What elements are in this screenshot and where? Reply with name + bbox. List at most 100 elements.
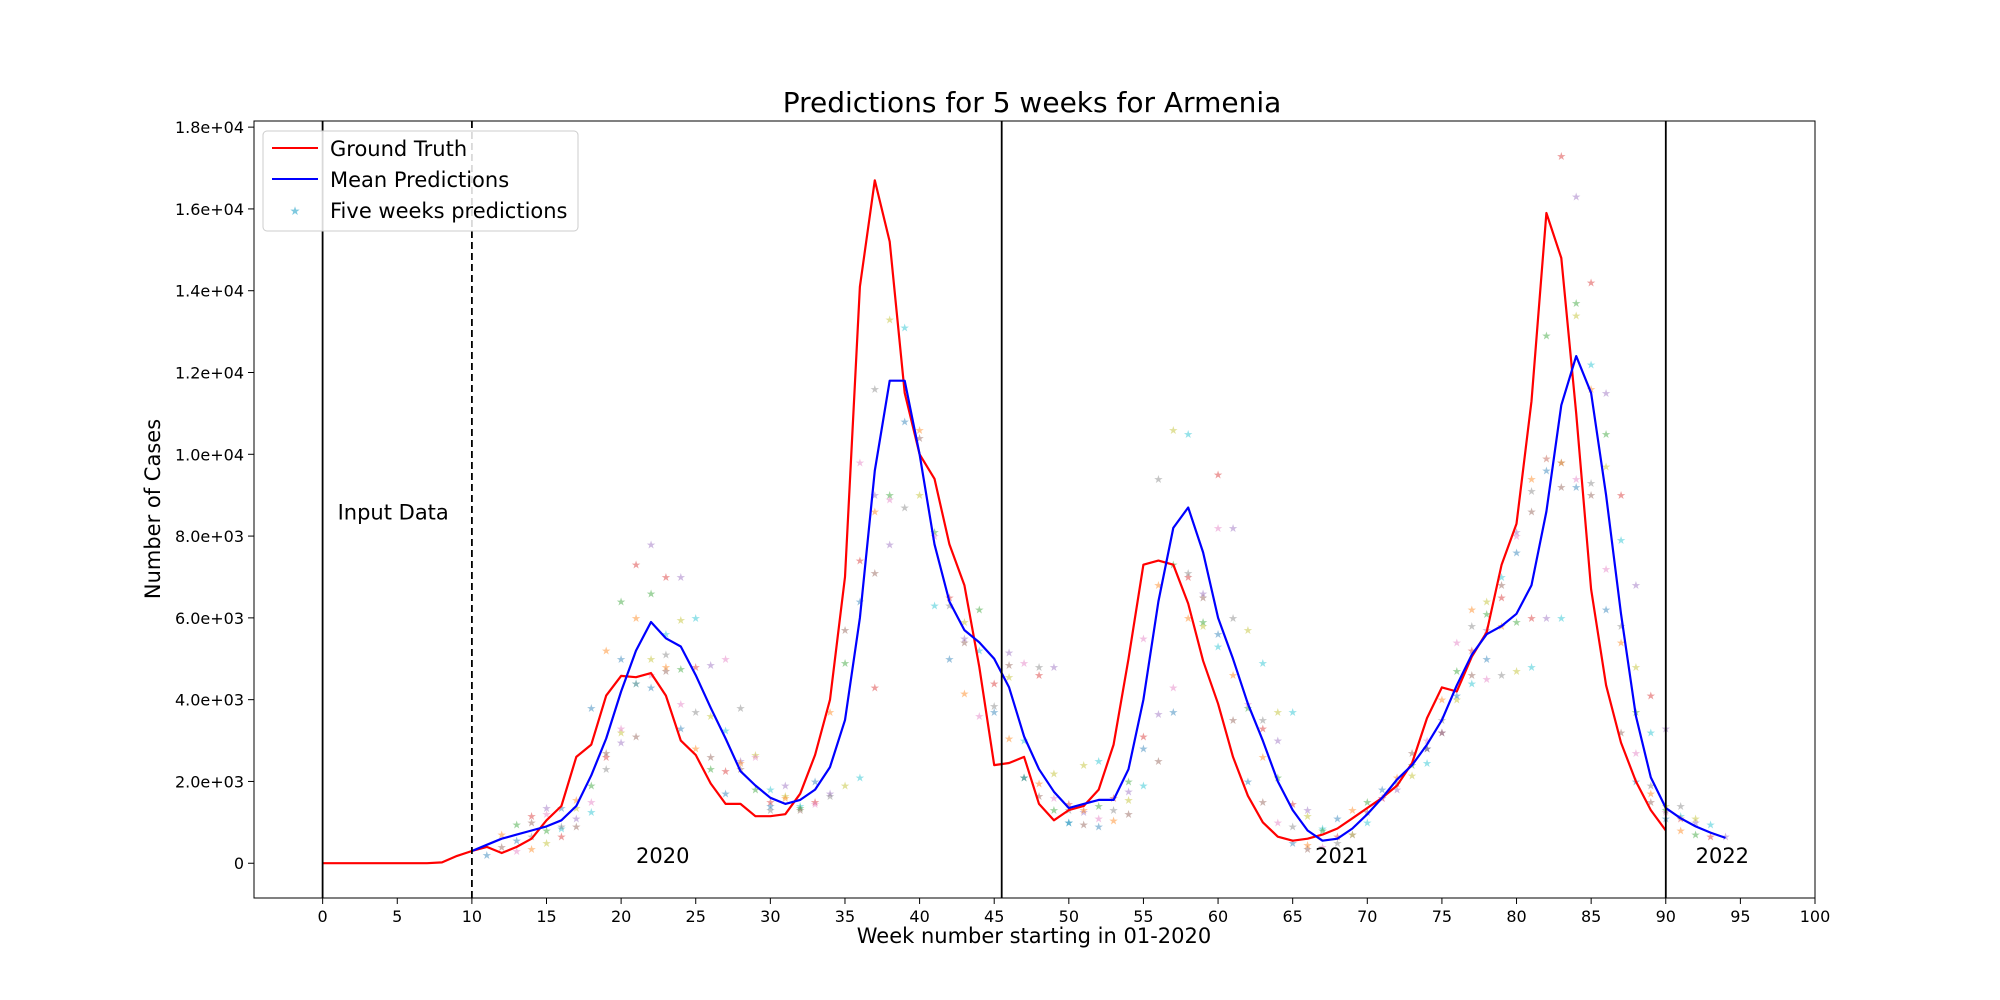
x-tick-label-30: 30 <box>760 907 780 926</box>
prediction-point-82: ★ <box>795 802 805 815</box>
prediction-point-103: ★ <box>870 681 880 694</box>
prediction-point-114: ★ <box>959 632 969 645</box>
prediction-point-99: ★ <box>900 322 910 335</box>
prediction-point-175: ★ <box>1153 755 1163 768</box>
prediction-point-146: ★ <box>1049 792 1059 805</box>
mean-predictions-line <box>471 355 1726 853</box>
prediction-point-245: ★ <box>1437 726 1447 739</box>
legend-box <box>262 130 579 232</box>
y-tick-label-10000: 1.0e+04 <box>175 445 244 464</box>
x-tick-label-55: 55 <box>1133 907 1153 926</box>
prediction-point-249: ★ <box>1497 571 1507 584</box>
prediction-point-206: ★ <box>1273 816 1283 829</box>
prediction-point-98: ★ <box>885 313 895 326</box>
prediction-point-37: ★ <box>631 677 641 690</box>
prediction-point-161: ★ <box>1109 814 1119 827</box>
prediction-point-84: ★ <box>825 788 835 801</box>
prediction-point-26: ★ <box>586 796 596 809</box>
prediction-point-135: ★ <box>1004 659 1014 672</box>
prediction-point-239: ★ <box>1467 677 1477 690</box>
prediction-point-46: ★ <box>646 669 656 682</box>
x-tick-label-15: 15 <box>536 907 556 926</box>
prediction-point-10: ★ <box>512 835 522 848</box>
prediction-point-45: ★ <box>631 731 641 744</box>
prediction-point-194: ★ <box>1273 735 1283 748</box>
prediction-point-167: ★ <box>1153 473 1163 486</box>
prediction-point-170: ★ <box>1138 743 1148 756</box>
prediction-point-264: ★ <box>1541 612 1551 625</box>
prediction-point-297: ★ <box>1616 620 1626 633</box>
prediction-point-277: ★ <box>1556 457 1566 470</box>
prediction-point-287: ★ <box>1586 477 1596 490</box>
prediction-point-139: ★ <box>1064 816 1074 829</box>
prediction-point-28: ★ <box>616 726 626 739</box>
prediction-point-68: ★ <box>750 749 760 762</box>
prediction-point-79: ★ <box>795 800 805 813</box>
y-tick-label-18000: 1.8e+04 <box>175 118 244 137</box>
prediction-point-159: ★ <box>1138 780 1148 793</box>
prediction-point-143: ★ <box>1064 798 1074 811</box>
prediction-point-132: ★ <box>1019 771 1029 784</box>
prediction-point-177: ★ <box>1183 567 1193 580</box>
prediction-point-162: ★ <box>1124 775 1134 788</box>
prediction-point-248: ★ <box>1482 596 1492 609</box>
prediction-point-91: ★ <box>825 706 835 719</box>
prediction-point-210: ★ <box>1288 837 1298 850</box>
prediction-point-190: ★ <box>1213 628 1223 641</box>
prediction-point-305: ★ <box>1616 726 1626 739</box>
prediction-point-315: ★ <box>1646 796 1656 809</box>
prediction-point-90: ★ <box>810 775 820 788</box>
prediction-point-283: ★ <box>1586 277 1596 290</box>
prediction-point-293: ★ <box>1616 489 1626 502</box>
prediction-point-294: ★ <box>1631 579 1641 592</box>
prediction-point-73: ★ <box>765 796 775 809</box>
prediction-point-173: ★ <box>1183 571 1193 584</box>
prediction-point-195: ★ <box>1228 714 1238 727</box>
prediction-point-254: ★ <box>1512 526 1522 539</box>
prediction-point-224: ★ <box>1392 784 1402 797</box>
prediction-point-118: ★ <box>959 616 969 629</box>
prediction-point-292: ★ <box>1601 428 1611 441</box>
prediction-point-209: ★ <box>1318 823 1328 836</box>
prediction-point-295: ★ <box>1586 489 1596 502</box>
y-tick-label-8000: 8.0e+03 <box>175 527 244 546</box>
legend-mean-predictions-label: Mean Predictions <box>330 168 509 192</box>
prediction-point-306: ★ <box>1631 747 1641 760</box>
prediction-point-198: ★ <box>1273 706 1283 719</box>
prediction-point-262: ★ <box>1512 616 1522 629</box>
prediction-point-17: ★ <box>556 820 566 833</box>
prediction-point-109: ★ <box>930 600 940 613</box>
prediction-point-124: ★ <box>1004 647 1014 660</box>
prediction-point-286: ★ <box>1571 473 1581 486</box>
prediction-point-269: ★ <box>1556 612 1566 625</box>
prediction-point-213: ★ <box>1332 831 1342 844</box>
prediction-point-278: ★ <box>1571 309 1581 322</box>
prediction-point-107: ★ <box>900 502 910 515</box>
annotation-2: 2021 <box>1315 844 1368 868</box>
prediction-point-24: ★ <box>616 737 626 750</box>
prediction-point-321: ★ <box>1676 825 1686 838</box>
prediction-point-188: ★ <box>1243 624 1253 637</box>
prediction-point-2: ★ <box>512 818 522 831</box>
y-axis-ticks: 0 2.0e+03 4.0e+03 6.0e+03 8.0e+03 1.0e+04 1.2e… <box>175 118 254 873</box>
prediction-point-189: ★ <box>1258 657 1268 670</box>
prediction-point-281: ★ <box>1556 457 1566 470</box>
prediction-point-228: ★ <box>1407 769 1417 782</box>
prediction-point-284: ★ <box>1601 387 1611 400</box>
legend-ground-truth-label: Ground Truth <box>330 137 467 161</box>
prediction-point-145: ★ <box>1034 790 1044 803</box>
prediction-point-236: ★ <box>1422 735 1432 748</box>
prediction-point-51: ★ <box>661 661 671 674</box>
prediction-point-137: ★ <box>1034 661 1044 674</box>
prediction-point-64: ★ <box>736 755 746 768</box>
prediction-point-158: ★ <box>1124 794 1134 807</box>
prediction-point-8: ★ <box>542 837 552 850</box>
prediction-point-57: ★ <box>691 706 701 719</box>
prediction-point-183: ★ <box>1213 469 1223 482</box>
prediction-point-219: ★ <box>1362 816 1372 829</box>
prediction-point-97: ★ <box>870 383 880 396</box>
prediction-point-258: ★ <box>1512 665 1522 678</box>
prediction-point-20: ★ <box>556 802 566 815</box>
prediction-point-131: ★ <box>1004 733 1014 746</box>
prediction-point-62: ★ <box>706 763 716 776</box>
